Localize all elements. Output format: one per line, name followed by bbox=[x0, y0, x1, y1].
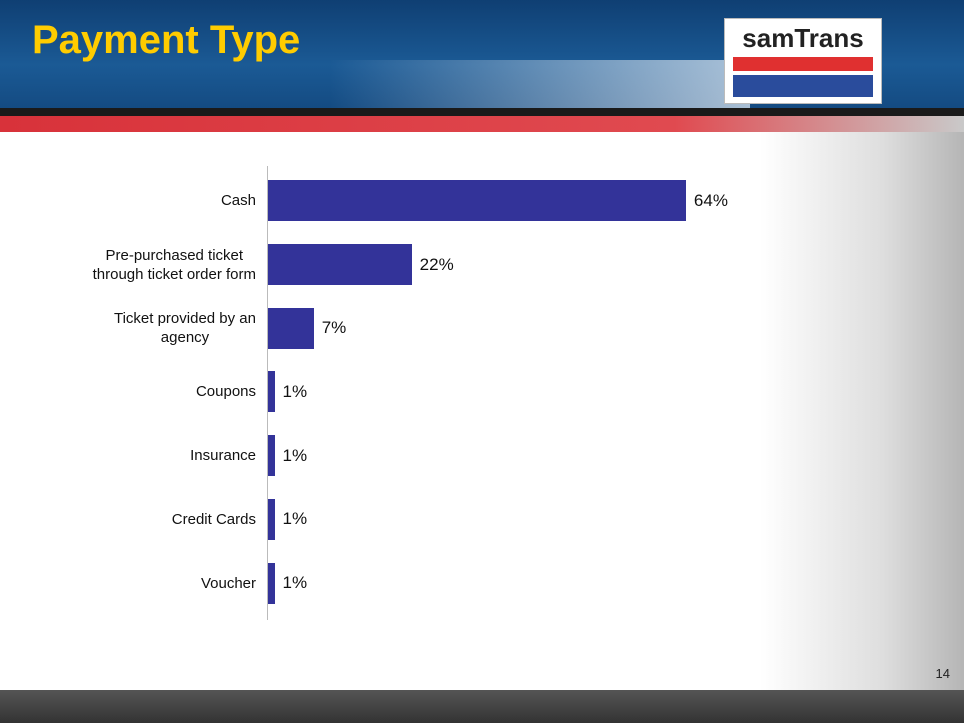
value-label: 1% bbox=[282, 445, 308, 465]
category-label: Ticket provided by an agency bbox=[113, 310, 256, 347]
category-label: Voucher bbox=[200, 574, 256, 592]
category-label: Pre-purchased ticket through ticket orde… bbox=[92, 246, 256, 283]
value-label: 1% bbox=[282, 573, 308, 593]
bar bbox=[268, 244, 412, 286]
bar bbox=[268, 435, 275, 477]
slide-title: Payment Type bbox=[32, 18, 301, 62]
value-label: 22% bbox=[419, 254, 454, 274]
logo-text: samTrans bbox=[742, 23, 864, 53]
value-label: 1% bbox=[282, 381, 308, 401]
page-number: 14 bbox=[935, 666, 950, 681]
bar bbox=[268, 307, 314, 349]
header-shine bbox=[330, 60, 750, 108]
logo-stripe bbox=[733, 57, 873, 71]
bar bbox=[268, 180, 686, 222]
category-label: Cash bbox=[220, 192, 256, 210]
category-label: Credit Cards bbox=[171, 510, 256, 528]
logo: samTrans bbox=[724, 18, 882, 104]
logo-stripe bbox=[733, 75, 873, 97]
category-label: Coupons bbox=[195, 383, 256, 401]
category-label: Insurance bbox=[190, 447, 256, 465]
bar bbox=[268, 562, 275, 604]
bar bbox=[268, 371, 275, 413]
header-rule bbox=[0, 108, 964, 116]
bar bbox=[268, 498, 275, 540]
value-label: 1% bbox=[282, 509, 308, 529]
background-photo bbox=[760, 132, 964, 690]
value-label: 64% bbox=[693, 190, 728, 210]
footer-band bbox=[0, 690, 964, 723]
category-axis bbox=[267, 166, 268, 620]
value-label: 7% bbox=[321, 318, 347, 338]
red-stripe bbox=[0, 116, 964, 132]
